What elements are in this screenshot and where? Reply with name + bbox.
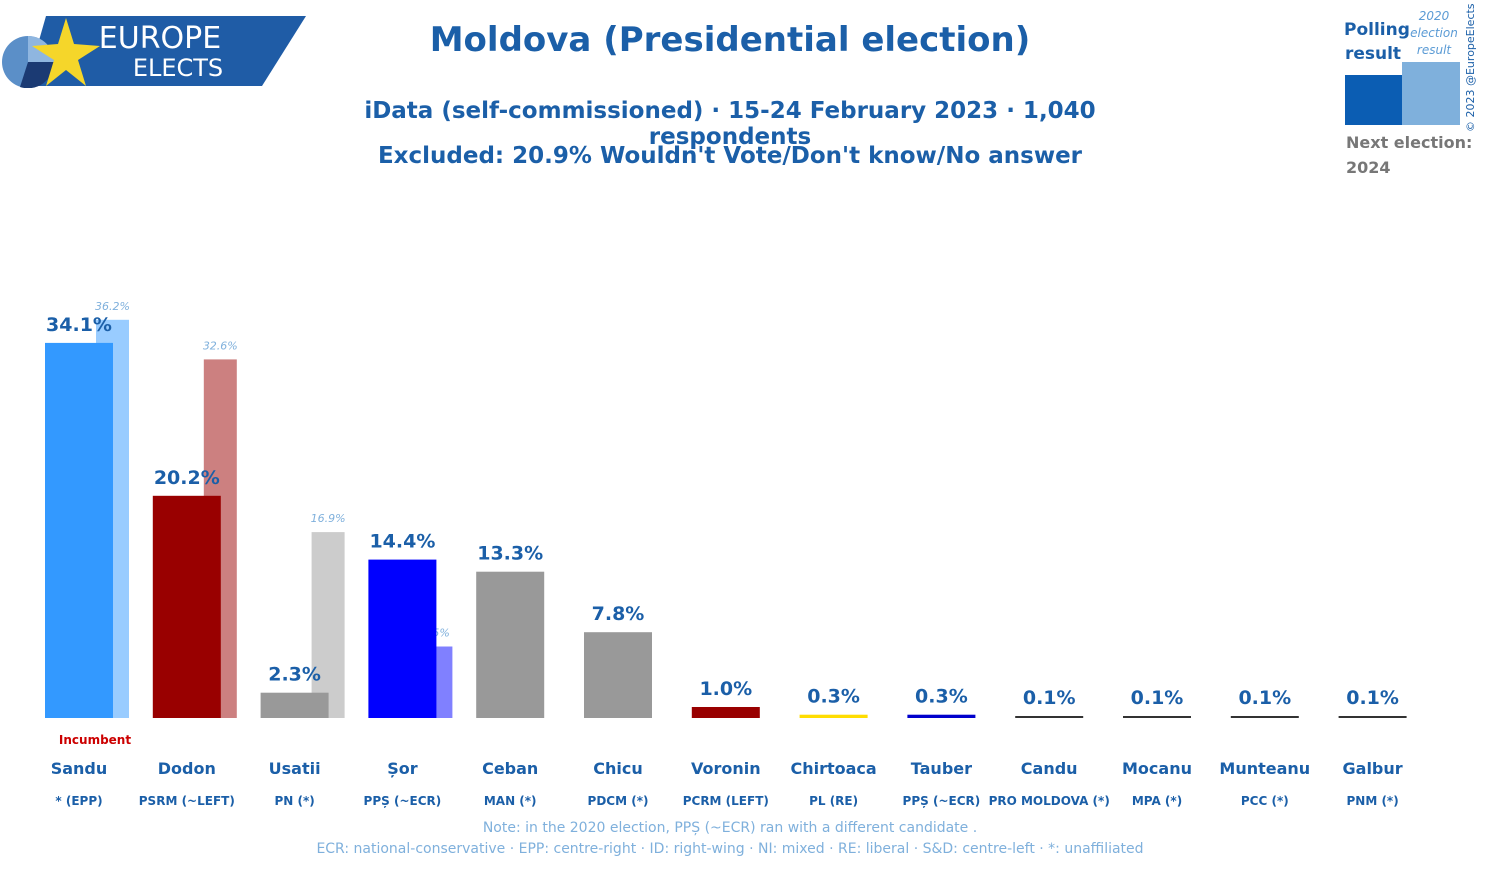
value-label-polling-0: 34.1% (46, 314, 112, 336)
value-label-polling-6: 1.0% (699, 678, 752, 700)
party-label-3: PPȘ (~ECR) (364, 794, 442, 808)
bar-polling-5 (584, 632, 652, 718)
party-label-1: PSRM (~LEFT) (139, 794, 235, 808)
value-label-polling-3: 14.4% (369, 531, 435, 553)
legend-2020-label: 2020 election result (1406, 8, 1462, 59)
value-label-polling-9: 0.1% (1023, 687, 1076, 709)
candidate-label-6: Voronin (691, 759, 761, 778)
party-label-8: PPȘ (~ECR) (903, 794, 981, 808)
legend-polling-label: Polling result (1344, 18, 1410, 66)
legend-2020-line1: 2020 (1418, 9, 1450, 23)
value-label-polling-4: 13.3% (477, 543, 543, 565)
footer-note: Note: in the 2020 election, PPȘ (~ECR) r… (482, 820, 978, 836)
value-label-polling-7: 0.3% (807, 686, 860, 708)
party-label-4: MAN (*) (484, 794, 537, 808)
legend-polling-line2: result (1344, 44, 1402, 64)
value-label-polling-1: 20.2% (154, 467, 220, 489)
bar-polling-7 (799, 714, 868, 718)
poll-subtitle: iData (self-commissioned) · 15-24 Februa… (364, 98, 1096, 150)
value-label-2020-1: 32.6% (203, 339, 238, 352)
excluded-note: Excluded: 20.9% Wouldn't Vote/Don't know… (377, 143, 1083, 169)
party-label-9: PRO MOLDOVA (*) (989, 794, 1110, 808)
bar-polling-10 (1123, 716, 1191, 718)
legend-2020-line2: election (1410, 26, 1458, 40)
value-label-polling-11: 0.1% (1238, 687, 1291, 709)
legend-swatch-polling (1345, 75, 1407, 125)
value-label-polling-12: 0.1% (1346, 687, 1399, 709)
candidate-label-0: Sandu (51, 759, 108, 778)
candidate-label-3: Șor (387, 759, 418, 778)
bar-polling-9 (1015, 716, 1084, 718)
value-label-polling-10: 0.1% (1131, 687, 1184, 709)
legend-polling-line1: Polling (1344, 20, 1410, 40)
logo-text-elects: ELECTS (133, 54, 223, 82)
party-label-12: PNM (*) (1346, 794, 1398, 808)
value-label-2020-2: 16.9% (311, 512, 346, 525)
candidate-label-1: Dodon (158, 759, 216, 778)
candidate-label-11: Munteanu (1219, 759, 1310, 778)
candidate-label-8: Tauber (911, 759, 972, 778)
candidate-label-5: Chicu (593, 759, 643, 778)
party-label-10: MPA (*) (1132, 794, 1182, 808)
bar-polling-6 (691, 707, 760, 718)
logo-text-europe: EUROPE (99, 21, 221, 56)
legend-2020-line3: result (1416, 43, 1452, 57)
candidate-label-4: Ceban (482, 759, 538, 778)
value-label-polling-8: 0.3% (915, 686, 968, 708)
incumbent-label: Incumbent (59, 733, 131, 747)
party-label-6: PCRM (LEFT) (683, 794, 769, 808)
bar-polling-3 (368, 559, 437, 718)
europe-elects-logo: EUROPE ELECTS (2, 16, 306, 88)
candidate-label-10: Mocanu (1122, 759, 1192, 778)
bar-polling-1 (152, 495, 221, 718)
bar-polling-2 (260, 692, 329, 718)
bar-polling-4 (476, 571, 545, 718)
value-label-polling-2: 2.3% (268, 664, 321, 686)
candidate-label-7: Chirtoaca (790, 759, 876, 778)
bar-polling-12 (1338, 716, 1407, 718)
legend-swatch-2020 (1402, 62, 1460, 125)
party-label-7: PL (RE) (809, 794, 858, 808)
bar-polling-8 (907, 714, 976, 718)
bar-2020-2 (311, 532, 345, 718)
candidate-label-9: Candu (1021, 759, 1078, 778)
candidate-label-12: Galbur (1343, 759, 1403, 778)
party-label-2: PN (*) (274, 794, 314, 808)
value-label-2020-0: 36.2% (95, 300, 130, 313)
party-label-5: PDCM (*) (588, 794, 649, 808)
party-label-0: * (EPP) (55, 794, 102, 808)
footer-glossary: ECR: national-conservative · EPP: centre… (316, 841, 1144, 857)
chart-title: Moldova (Presidential election) (429, 20, 1031, 60)
bar-polling-11 (1230, 716, 1299, 718)
next-election-label: Next election: (1346, 133, 1473, 152)
bar-polling-0 (45, 342, 113, 718)
candidate-label-2: Usatii (269, 759, 321, 778)
next-election-year: 2024 (1346, 158, 1391, 177)
value-label-polling-5: 7.8% (592, 603, 645, 625)
party-label-11: PCC (*) (1241, 794, 1289, 808)
